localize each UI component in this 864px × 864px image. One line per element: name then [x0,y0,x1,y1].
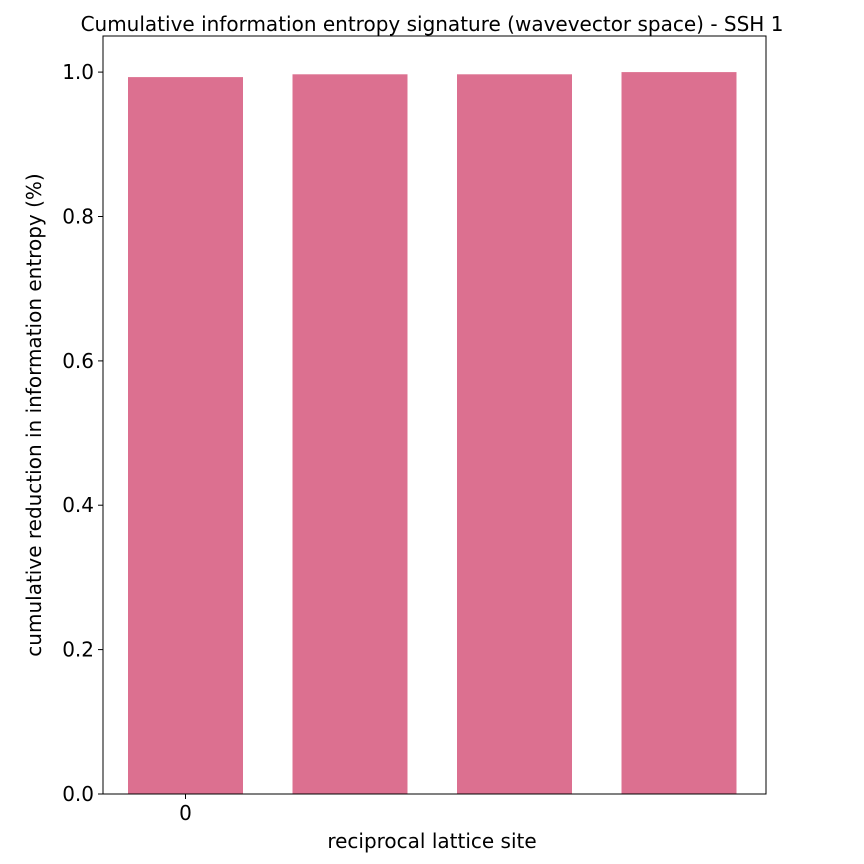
y-axis-ticks: 0.0 0.2 0.4 0.6 0.8 1.0 [62,60,103,806]
y-tick-label: 0.6 [62,349,94,373]
bar-3 [621,72,737,795]
y-tick-label: 0.4 [62,493,94,517]
bar-1 [292,74,408,795]
plot-area-frame [102,35,767,795]
y-tick-label: 0.8 [62,205,94,229]
chart-title: Cumulative information entropy signature… [81,12,784,36]
x-axis-ticks: 0 [179,794,192,825]
y-tick-label: 0.0 [62,782,94,806]
x-tick-label: 0 [179,801,192,825]
bar-0 [128,77,243,795]
x-axis-title: reciprocal lattice site [327,829,536,853]
y-tick-label: 0.2 [62,638,94,662]
y-axis-title: cumulative reduction in information entr… [22,173,46,656]
y-tick-label: 1.0 [62,60,94,84]
bars-group [128,72,737,795]
bar-2 [457,74,572,795]
